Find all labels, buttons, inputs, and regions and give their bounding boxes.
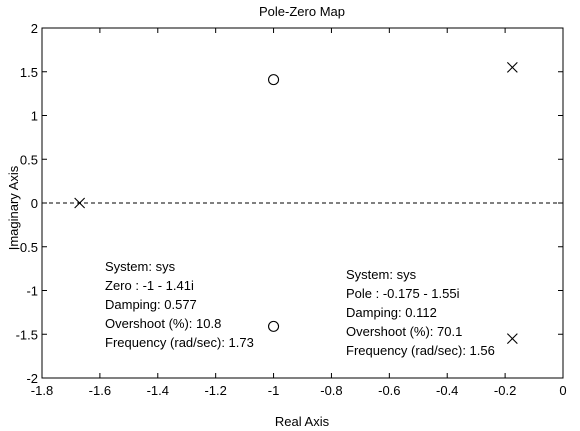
y-axis-label: Imaginary Axis (6, 165, 21, 250)
zero-marker (268, 74, 280, 86)
x-tick-label: -0.2 (494, 383, 516, 398)
pole-datatip-line: Damping: 0.112 (346, 305, 437, 320)
x-tick-label: 0 (559, 383, 566, 398)
pole-datatip-line: Overshoot (%): 70.1 (346, 324, 462, 339)
zero-datatip-line: Damping: 0.577 (105, 297, 197, 312)
pole-datatip-marker (506, 333, 518, 345)
pole-marker (74, 197, 86, 209)
y-tick-label: 2 (31, 21, 38, 36)
pole-datatip-line: Pole : -0.175 - 1.55i (346, 286, 460, 301)
y-tick-label: -0.5 (16, 240, 38, 255)
x-tick-label: -1.6 (89, 383, 111, 398)
x-tick-label: -0.6 (378, 383, 400, 398)
x-tick-label: -1 (268, 383, 280, 398)
x-tick-label: -0.4 (436, 383, 458, 398)
x-tick-labels: -1.8 -1.6 -1.4 -1.2 -1 -0.8 -0.6 -0.4 -0.2 0 (31, 383, 567, 398)
zero-datatip-line: Frequency (rad/sec): 1.73 (105, 335, 254, 350)
y-tick-labels: 2 1.5 1 0.5 0 -0.5 -1 -1.5 -2 (16, 21, 38, 386)
zero-datatip-line: Overshoot (%): 10.8 (105, 316, 221, 331)
chart-title: Pole-Zero Map (259, 4, 345, 19)
zero-datatip-line: Zero : -1 - 1.41i (105, 278, 194, 293)
y-tick-label: 1.5 (20, 65, 38, 80)
x-tick-label: -0.8 (320, 383, 342, 398)
x-tick-label: -1.2 (204, 383, 226, 398)
y-tick-label: -1.5 (16, 327, 38, 342)
data-markers (74, 61, 518, 209)
pole-datatip-line: System: sys (346, 267, 417, 282)
y-tick-label: -1 (26, 284, 38, 299)
zero-datatip-line: System: sys (105, 259, 176, 274)
y-tick-label: 0.5 (20, 152, 38, 167)
x-tick-label: -1.8 (31, 383, 53, 398)
plot-area-frame (41, 27, 564, 379)
zero-datatip-marker (268, 320, 280, 332)
y-tick-label: 0 (31, 196, 38, 211)
pole-marker (506, 61, 518, 73)
x-axis-label: Real Axis (275, 414, 330, 429)
pole-datatip: System: sys Pole : -0.175 - 1.55i Damping:… (346, 267, 518, 358)
pole-datatip-line: Frequency (rad/sec): 1.56 (346, 343, 495, 358)
y-tick-label: 1 (31, 109, 38, 124)
zero-datatip: System: sys Zero : -1 - 1.41i Damping: 0.5… (105, 259, 280, 350)
y-tick-label: -2 (26, 371, 38, 386)
x-tick-label: -1.4 (147, 383, 169, 398)
